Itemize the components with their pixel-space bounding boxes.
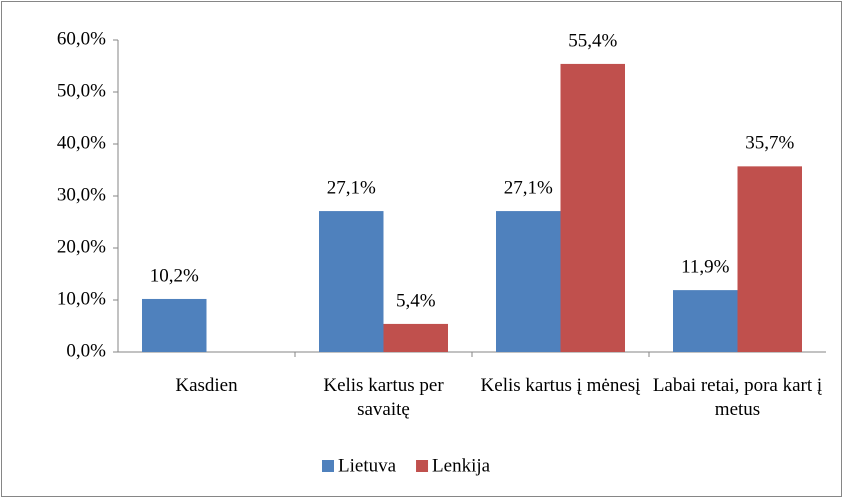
bar	[142, 298, 207, 352]
bar	[319, 211, 384, 352]
y-tick-label: 30,0%	[57, 184, 106, 205]
value-label: 5,4%	[396, 290, 436, 311]
value-label: 11,9%	[681, 256, 730, 277]
bar	[560, 63, 625, 353]
y-tick-label: 50,0%	[57, 80, 106, 101]
x-tick-label: Kelis kartus per savaitę	[323, 375, 444, 420]
value-label: 10,2%	[150, 265, 199, 286]
legend-swatch	[322, 460, 334, 472]
y-tick-label: 20,0%	[57, 236, 106, 257]
x-tick-label: Kelis kartus į mėnesį	[480, 375, 641, 396]
y-tick-label: 40,0%	[57, 132, 106, 153]
y-tick-label: 10,0%	[57, 288, 106, 309]
y-tick-label: 0,0%	[66, 340, 106, 361]
bar	[673, 290, 738, 352]
bar	[383, 323, 448, 352]
y-tick-label: 60,0%	[57, 28, 106, 49]
legend-label: Lietuva	[338, 455, 397, 476]
value-label: 27,1%	[327, 177, 376, 198]
value-label: 27,1%	[504, 177, 553, 198]
value-label: 35,7%	[745, 133, 794, 154]
legend-label: Lenkija	[432, 455, 491, 476]
value-label: 55,4%	[568, 30, 617, 51]
x-tick-label: Kasdien	[175, 375, 238, 396]
bar	[496, 211, 561, 352]
bar	[737, 166, 802, 352]
x-tick-label: Labai retai, pora kart į metus	[652, 375, 823, 420]
legend-swatch	[416, 460, 429, 472]
